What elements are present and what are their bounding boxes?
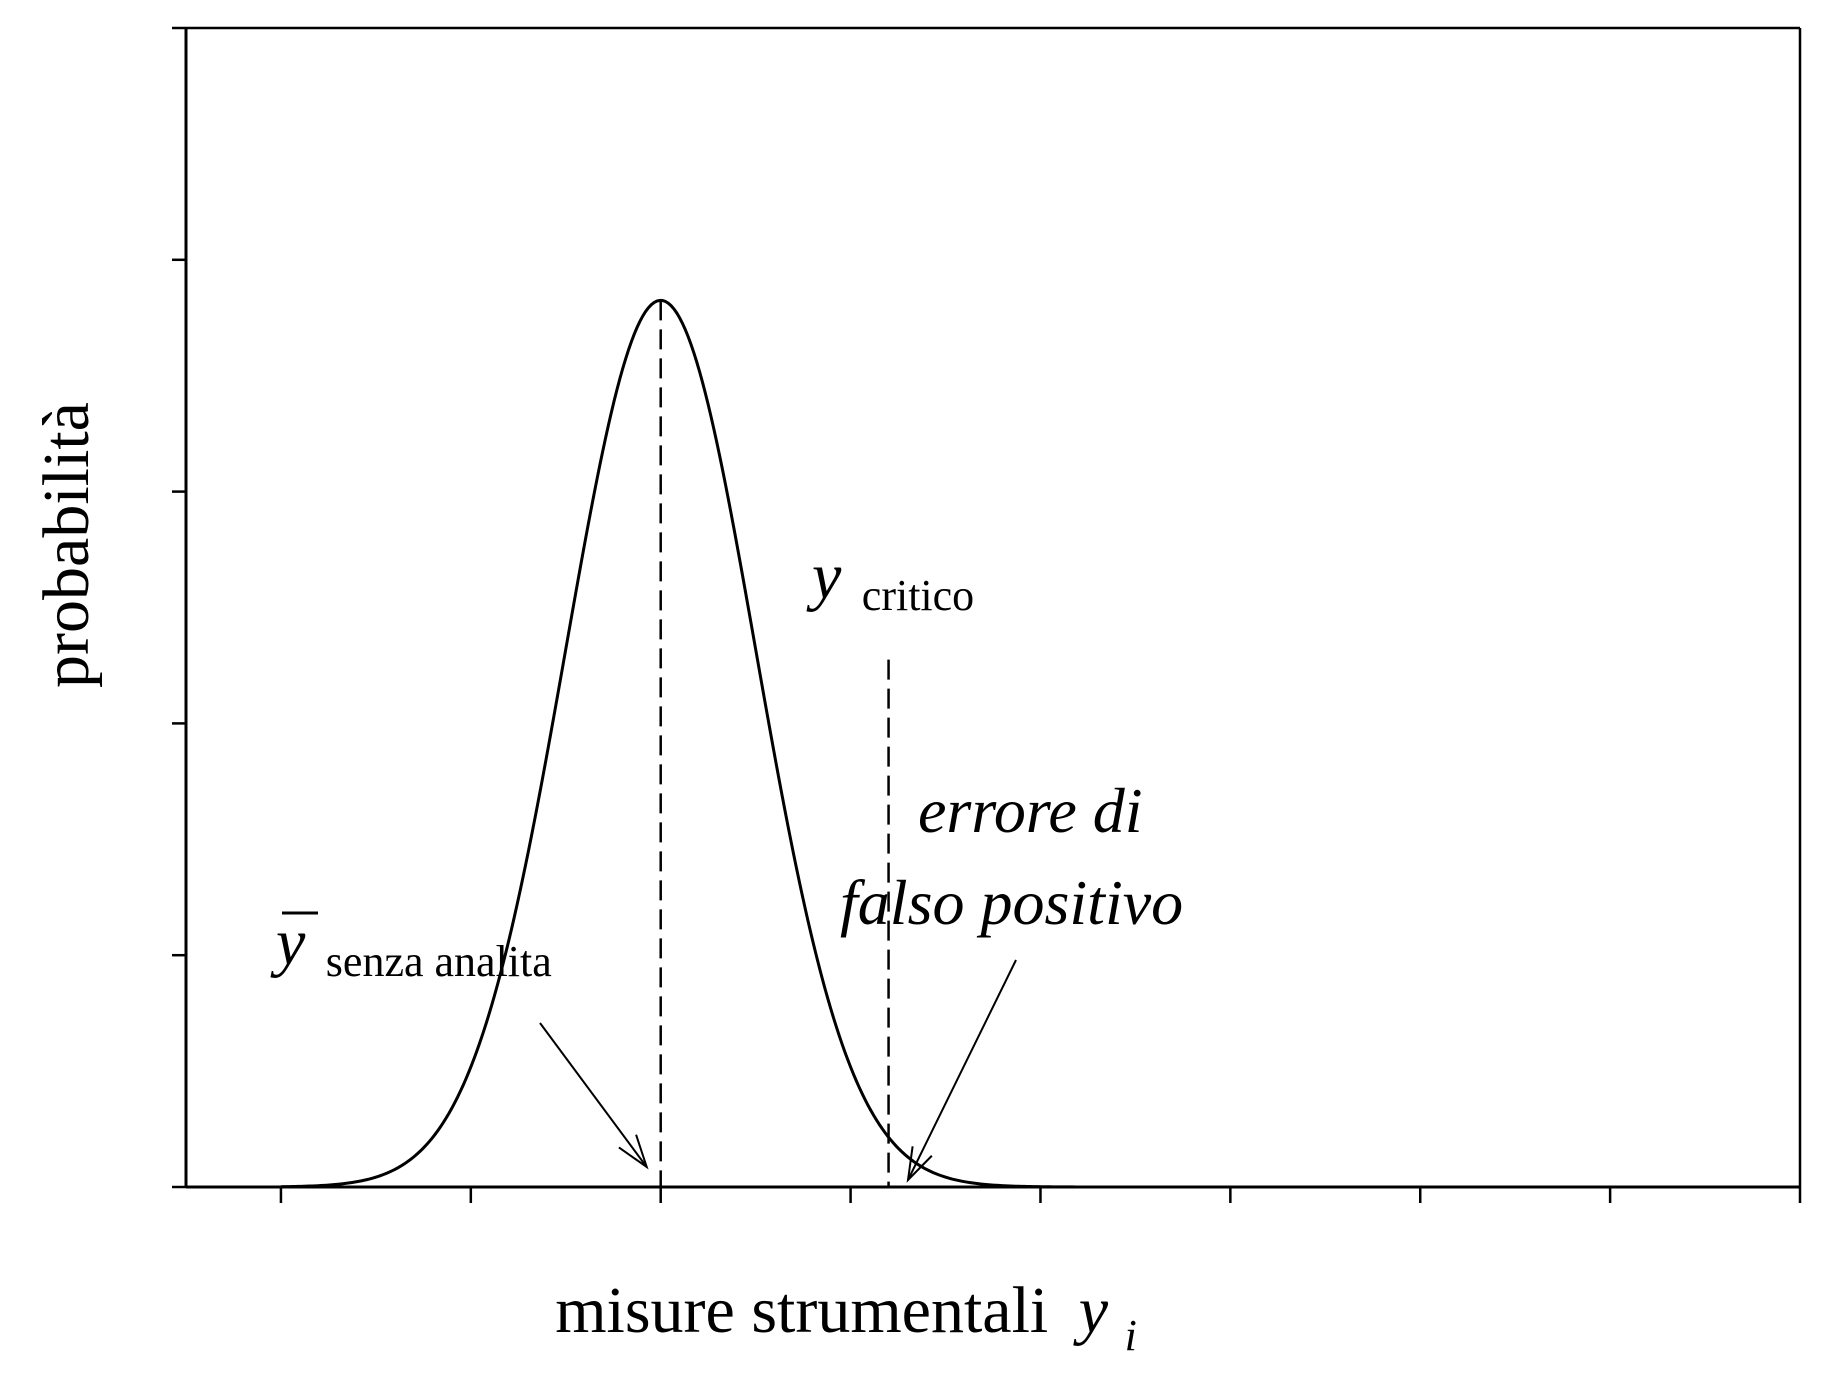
ticks bbox=[172, 26, 1802, 1203]
y-axis-label: probabilità bbox=[30, 402, 103, 688]
annotation-arrows bbox=[539, 959, 1017, 1183]
critical-label-sub: critico bbox=[862, 571, 974, 620]
false-positive-label-line1: errore di bbox=[918, 775, 1143, 846]
critical-label: y critico bbox=[806, 540, 974, 620]
false-positive-arrow-head bbox=[906, 1146, 933, 1183]
mean-arrow-head bbox=[618, 1134, 649, 1170]
series bbox=[280, 298, 1421, 1189]
critical-label-var: y bbox=[806, 540, 842, 613]
axes bbox=[184, 26, 1802, 1189]
false-positive-arrow bbox=[907, 959, 1017, 1181]
mean-annotation: y senza analita bbox=[270, 906, 552, 986]
x-axis-label-text: misure strumentali bbox=[555, 1274, 1048, 1347]
marker-lines bbox=[659, 300, 890, 1187]
mean-arrow bbox=[539, 1022, 648, 1168]
x-axis-label: misure strumentali y i bbox=[555, 1274, 1137, 1360]
mean-label-var: y bbox=[270, 906, 306, 979]
mean-label: y senza analita bbox=[270, 906, 552, 986]
false-positive-label-line2: falso positivo bbox=[840, 867, 1183, 938]
x-axis-label-sub: i bbox=[1125, 1311, 1137, 1360]
x-axis-label-var: y bbox=[1073, 1274, 1109, 1347]
gaussian-curve bbox=[280, 298, 1421, 1189]
mean-label-sub: senza analita bbox=[326, 937, 552, 986]
